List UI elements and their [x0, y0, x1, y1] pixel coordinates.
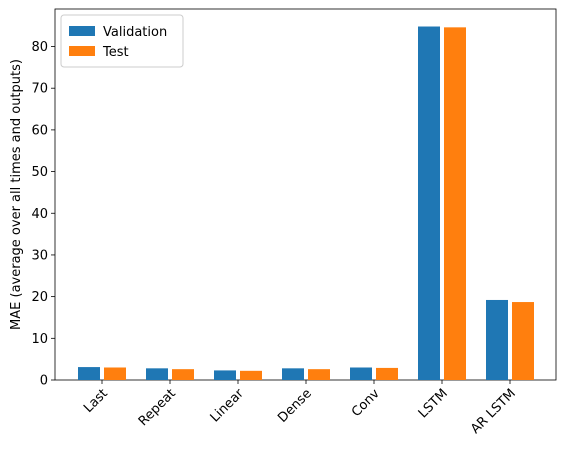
y-axis-label: MAE (average over all times and outputs) [9, 59, 24, 330]
x-tick-label: Last [81, 386, 111, 416]
y-axis: 0 10 20 30 40 50 60 70 80 [31, 40, 55, 389]
y-tick-label: 80 [31, 40, 48, 55]
y-tick-label: 0 [40, 374, 48, 389]
x-tick-label: AR LSTM [468, 386, 519, 437]
bar-test-conv [376, 367, 398, 380]
y-tick-label: 10 [31, 332, 48, 347]
legend-swatch [69, 46, 95, 56]
y-tick-label: 50 [31, 165, 48, 180]
bar-validation-repeat [146, 368, 168, 380]
bar-validation-linear [214, 370, 236, 380]
bars-group [78, 26, 534, 380]
x-tick-label: Repeat [136, 386, 179, 429]
bar-test-last [104, 367, 126, 380]
y-tick-label: 20 [31, 290, 48, 305]
plot-area [54, 8, 557, 381]
legend-label: Test [102, 45, 129, 60]
bar-validation-lstm [418, 26, 440, 380]
bar-validation-conv [350, 367, 372, 380]
x-axis: Last Repeat Linear Dense Conv LSTM AR LSTM [81, 380, 519, 437]
bar-test-lstm [444, 27, 466, 380]
bar-validation-last [78, 367, 100, 380]
y-tick-label: 40 [31, 207, 48, 222]
legend: Validation Test [60, 14, 184, 68]
x-tick-label: Linear [208, 386, 248, 426]
x-tick-label: Conv [349, 386, 383, 420]
legend-swatch [69, 26, 95, 36]
bar-test-ar-lstm [512, 302, 534, 380]
x-tick-label: LSTM [416, 386, 451, 421]
y-tick-label: 30 [31, 248, 48, 263]
bar-test-dense [308, 369, 330, 380]
legend-label: Validation [103, 25, 167, 40]
y-tick-label: 60 [31, 123, 48, 138]
bar-validation-dense [282, 368, 304, 380]
x-tick-label: Dense [275, 386, 315, 426]
bar-test-repeat [172, 369, 194, 380]
y-tick-label: 70 [31, 82, 48, 97]
plot-frame [54, 8, 557, 381]
bar-validation-ar-lstm [486, 299, 508, 380]
bar-test-linear [240, 370, 262, 380]
